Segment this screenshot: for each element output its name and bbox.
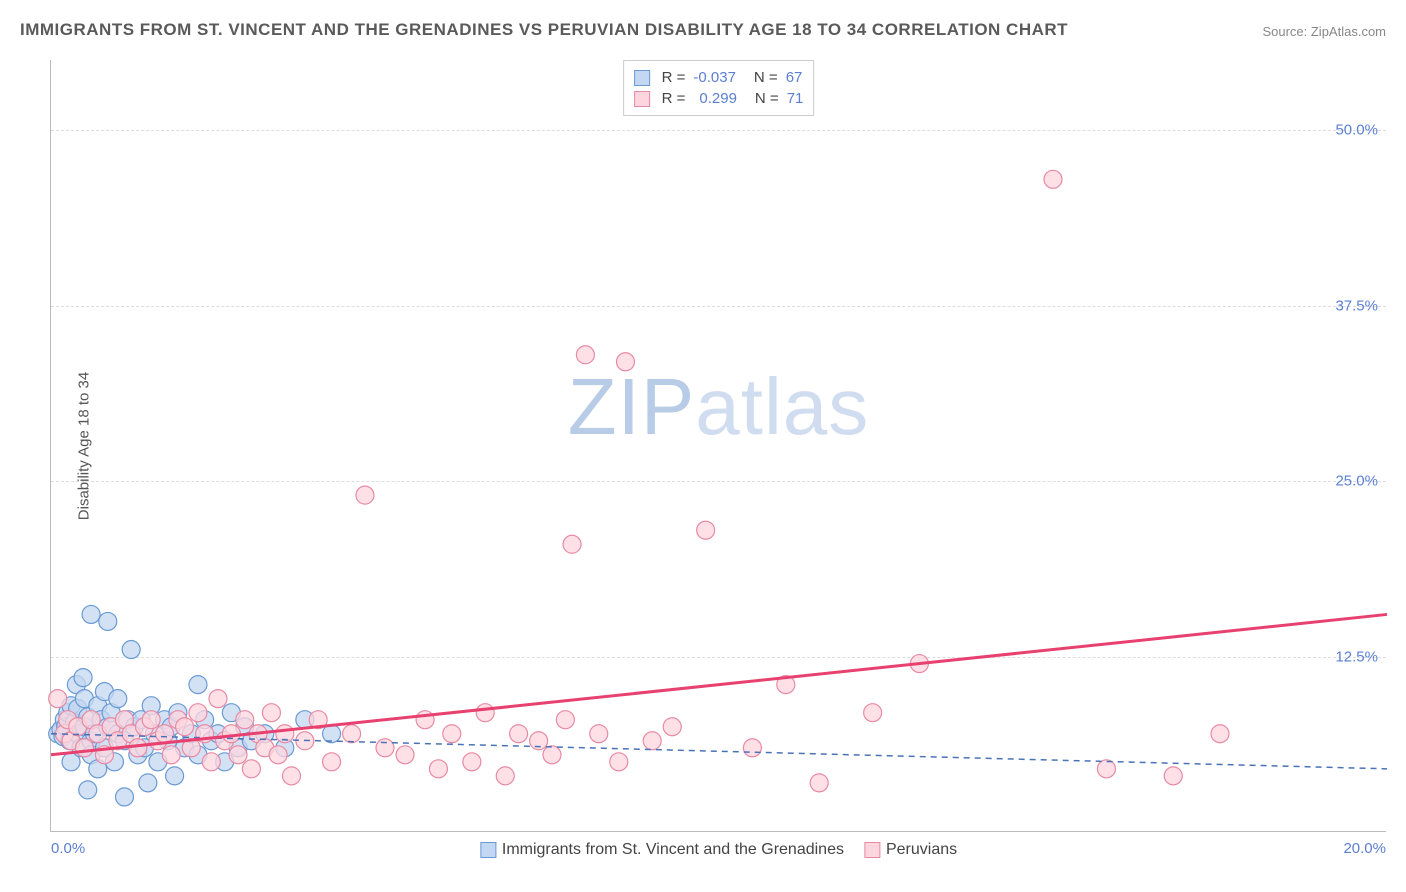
legend-label-1: Peruvians xyxy=(886,841,957,859)
stat-r-label: R = xyxy=(662,90,686,107)
legend-swatch-0b xyxy=(480,842,496,858)
legend-label-0: Immigrants from St. Vincent and the Gren… xyxy=(502,841,844,859)
legend-stats: R = -0.037 N = 67 R = 0.299 N = 71 xyxy=(623,60,815,116)
legend-swatch-1 xyxy=(634,91,650,107)
x-tick-max: 20.0% xyxy=(1343,840,1386,857)
stat-n-label: N = xyxy=(754,69,778,86)
legend-item-1: Peruvians xyxy=(864,841,957,859)
legend-item-0: Immigrants from St. Vincent and the Gren… xyxy=(480,841,844,859)
source-attribution: Source: ZipAtlas.com xyxy=(1262,24,1386,39)
stat-r-label: R = xyxy=(662,69,686,86)
stat-n-value-0: 67 xyxy=(786,69,803,86)
stat-n-value-1: 71 xyxy=(787,90,804,107)
chart-svg xyxy=(51,60,1386,831)
legend-swatch-1b xyxy=(864,842,880,858)
chart-title: IMMIGRANTS FROM ST. VINCENT AND THE GREN… xyxy=(20,20,1068,40)
legend-swatch-0 xyxy=(634,70,650,86)
stat-r-value-0: -0.037 xyxy=(693,69,736,86)
plot-area: ZIPatlas 12.5%25.0%37.5%50.0% 0.0% 20.0%… xyxy=(50,60,1386,832)
legend-stats-row-1: R = 0.299 N = 71 xyxy=(634,88,804,109)
stat-n-label: N = xyxy=(755,90,779,107)
x-tick-min: 0.0% xyxy=(51,840,85,857)
legend-series: Immigrants from St. Vincent and the Gren… xyxy=(480,841,957,859)
legend-stats-row-0: R = -0.037 N = 67 xyxy=(634,67,804,88)
stat-r-value-1: 0.299 xyxy=(699,90,737,107)
